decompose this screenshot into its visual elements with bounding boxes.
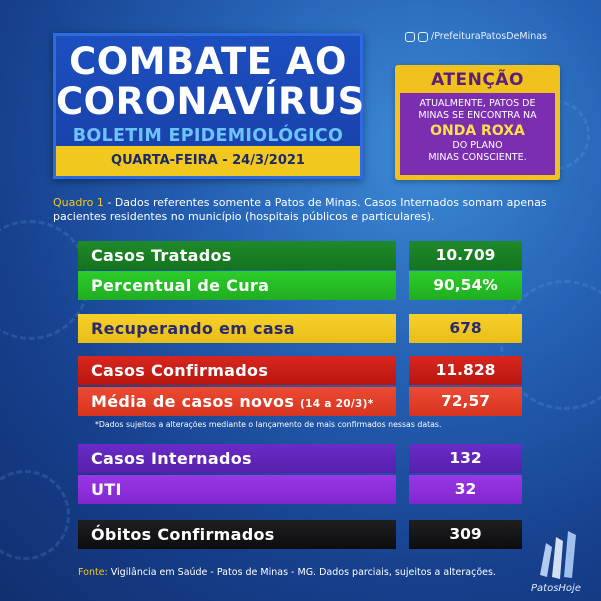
social-handle: /PrefeituraPatosDeMinas	[405, 31, 547, 42]
row-label-casos-internados: Casos Internados	[78, 444, 396, 473]
media-casos-label: Média de casos novos	[91, 392, 295, 411]
row-value-recuperando: 678	[409, 314, 522, 343]
row-label-media-casos: Média de casos novos (14 a 20/3)*	[78, 387, 396, 416]
attention-line1: ATUALMENTE, PATOS DE	[419, 98, 536, 109]
virus-decoration	[0, 220, 90, 340]
attention-emphasis: ONDA ROXA	[430, 123, 525, 139]
row-value-media-casos: 72,57	[409, 387, 522, 416]
row-value-obitos: 309	[409, 520, 522, 549]
instagram-icon	[418, 31, 428, 42]
row-value-percentual-cura: 90,54%	[409, 271, 522, 300]
caption-text: - Dados referentes somente a Patos de Mi…	[53, 196, 547, 223]
footer-label: Fonte:	[78, 567, 108, 578]
row-label-casos-confirmados: Casos Confirmados	[78, 356, 396, 385]
caption-label: Quadro 1	[53, 196, 104, 209]
row-value-casos-confirmados: 11.828	[409, 356, 522, 385]
attention-title: ATENÇÃO	[431, 70, 524, 90]
row-label-uti: UTI	[78, 475, 396, 504]
row-value-casos-tratados: 10.709	[409, 241, 522, 270]
attention-line2: MINAS SE ENCONTRA NA	[418, 110, 537, 121]
facebook-icon	[405, 31, 415, 42]
caption: Quadro 1 - Dados referentes somente a Pa…	[53, 196, 563, 224]
row-label-percentual-cura: Percentual de Cura	[78, 271, 396, 300]
title-line1: COMBATE AO	[69, 40, 347, 83]
virus-decoration	[500, 280, 601, 410]
row-label-casos-tratados: Casos Tratados	[78, 241, 396, 270]
row-label-obitos: Óbitos Confirmados	[78, 520, 396, 549]
row-value-uti: 32	[409, 475, 522, 504]
row-label-recuperando: Recuperando em casa	[78, 314, 396, 343]
patoshoje-logo-icon	[540, 531, 576, 579]
subtitle: BOLETIM EPIDEMIOLÓGICO	[72, 126, 344, 146]
date-bar: QUARTA-FEIRA - 24/3/2021	[56, 146, 360, 176]
media-casos-period: (14 a 20/3)*	[300, 398, 374, 410]
footer-text: Vigilância em Saúde - Patos de Minas - M…	[107, 567, 496, 578]
row-value-casos-internados: 132	[409, 444, 522, 473]
social-handle-text: /PrefeituraPatosDeMinas	[431, 31, 548, 42]
attention-line3: DO PLANO	[452, 140, 503, 151]
virus-decoration	[0, 470, 70, 560]
note: *Dados sujeitos a alterações mediante o …	[95, 420, 442, 429]
attention-panel: ATUALMENTE, PATOS DE MINAS SE ENCONTRA N…	[400, 93, 555, 175]
attention-line4: MINAS CONSCIENTE.	[428, 152, 527, 163]
brand-name: PatosHoje	[531, 583, 581, 594]
title-block: COMBATE AO CORONAVÍRUS BOLETIM EPIDEMIOL…	[53, 33, 365, 179]
footer-source: Fonte: Vigilância em Saúde - Patos de Mi…	[78, 567, 538, 578]
title-line2: CORONAVÍRUS	[56, 80, 365, 123]
attention-box: ATENÇÃO ATUALMENTE, PATOS DE MINAS SE EN…	[395, 65, 560, 180]
